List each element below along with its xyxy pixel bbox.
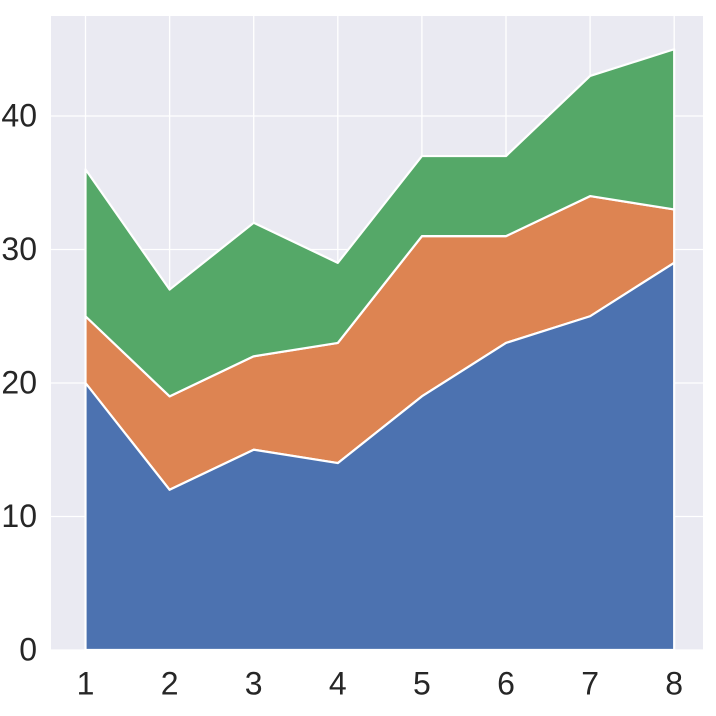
svg-text:10: 10 xyxy=(1,498,37,534)
svg-text:4: 4 xyxy=(329,666,347,702)
svg-text:0: 0 xyxy=(19,632,37,668)
svg-text:3: 3 xyxy=(245,666,263,702)
svg-text:40: 40 xyxy=(1,98,37,134)
svg-text:1: 1 xyxy=(77,666,95,702)
svg-text:20: 20 xyxy=(1,365,37,401)
svg-text:6: 6 xyxy=(497,666,515,702)
svg-text:2: 2 xyxy=(161,666,179,702)
svg-text:8: 8 xyxy=(665,666,683,702)
svg-text:30: 30 xyxy=(1,231,37,267)
svg-text:5: 5 xyxy=(413,666,431,702)
svg-text:7: 7 xyxy=(581,666,599,702)
